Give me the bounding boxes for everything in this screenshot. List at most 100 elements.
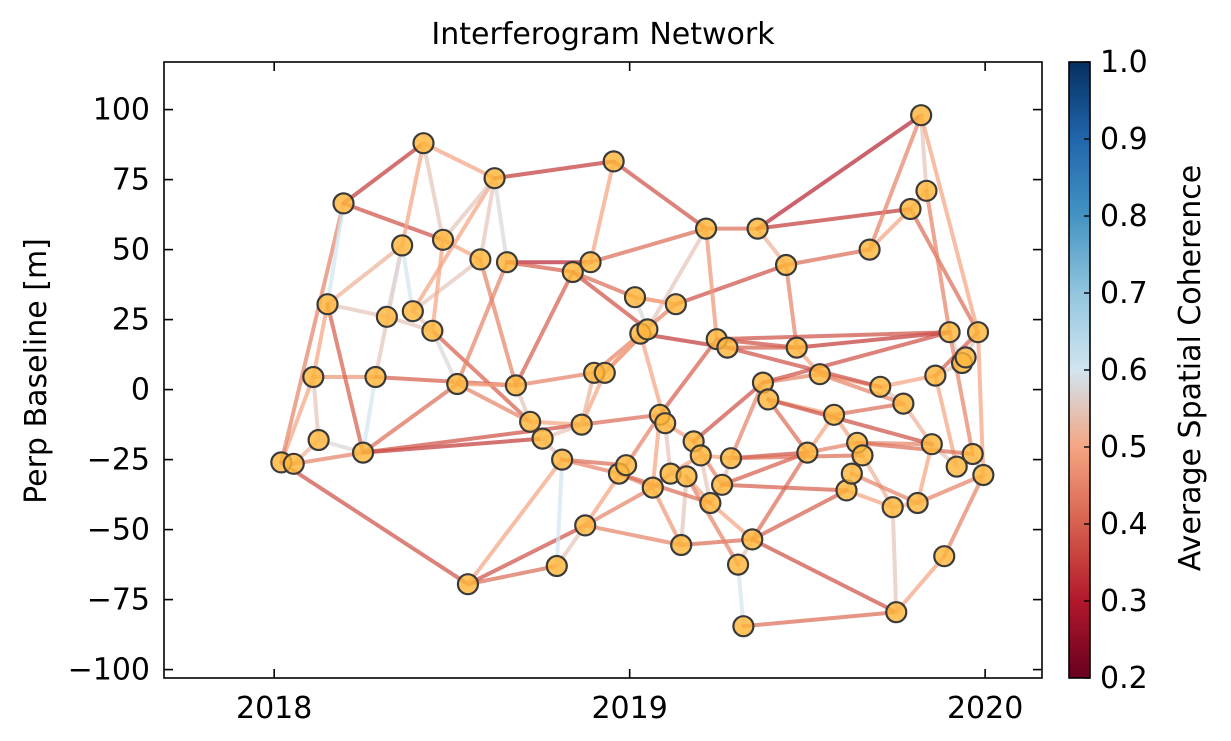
- interferogram-pair: [455, 260, 510, 386]
- interferogram-pair: [728, 453, 865, 461]
- interferogram-pair: [410, 257, 483, 314]
- interferogram-pair: [867, 113, 924, 252]
- colorbar-tick-label: 0.2: [1100, 661, 1148, 696]
- y-tick-label: −50: [87, 513, 150, 548]
- interferogram-pair: [704, 226, 719, 342]
- acquisition-point: [699, 491, 722, 515]
- acquisition-point: [302, 365, 325, 389]
- acquisition-point: [641, 476, 664, 499]
- acquisition-point: [915, 179, 938, 202]
- network-edges: [279, 113, 986, 629]
- interferogram-pair: [908, 207, 981, 335]
- acquisition-point: [412, 132, 435, 155]
- interferogram-pair: [894, 554, 947, 615]
- y-tick-label: 25: [112, 303, 150, 338]
- acquisition-point: [858, 238, 881, 261]
- acquisition-point: [774, 253, 798, 277]
- acquisition-point: [822, 403, 846, 426]
- acquisition-point: [732, 615, 755, 638]
- acquisition-point: [906, 491, 929, 515]
- interferogram-pair: [616, 471, 713, 505]
- acquisition-point: [924, 364, 947, 387]
- acquisition-point: [840, 462, 863, 485]
- acquisition-point: [710, 473, 734, 496]
- interferogram-pair: [924, 188, 952, 335]
- acquisition-point: [689, 444, 712, 467]
- colorbar-axis: 1.0 0.9 0.8 0.7 0.6 0.5 0.4 0.3 0.2: [1084, 45, 1148, 696]
- x-tick-label: 2020: [947, 691, 1023, 726]
- interferogram-pair: [919, 113, 981, 335]
- interferogram-pair: [817, 372, 906, 406]
- acquisition-point: [910, 104, 933, 127]
- interferogram-pair: [279, 201, 346, 465]
- acquisition-point: [869, 375, 892, 398]
- acquisition-point: [885, 601, 908, 624]
- acquisition-point: [933, 545, 956, 568]
- colorbar-label: Average Spatial Coherence: [1173, 165, 1208, 571]
- interferogram-pair: [421, 141, 497, 181]
- interferogram-pair: [657, 337, 719, 417]
- interferogram-pair: [465, 457, 565, 587]
- interferogram-pair: [588, 226, 709, 265]
- y-tick-label: −25: [87, 443, 150, 478]
- interferogram-pair: [570, 270, 650, 332]
- x-tick-label: 2018: [236, 691, 312, 726]
- interferogram-pair: [741, 610, 899, 629]
- acquisition-point: [694, 217, 718, 240]
- acquisition-point: [664, 293, 687, 316]
- acquisition-point: [351, 441, 375, 464]
- interferogram-pair: [673, 263, 789, 307]
- acquisition-point: [504, 374, 528, 397]
- y-tick-label: −100: [68, 653, 150, 688]
- acquisition-point: [746, 217, 769, 240]
- acquisition-point: [899, 197, 922, 221]
- interferogram-pair: [291, 450, 366, 466]
- acquisition-point: [719, 447, 743, 470]
- interferogram-pair: [611, 159, 709, 231]
- interferogram-pair: [361, 382, 460, 455]
- interferogram-pair: [492, 176, 510, 265]
- interferogram-pair: [766, 397, 934, 447]
- interferogram-pair: [279, 460, 470, 587]
- interferogram-pair: [784, 247, 872, 267]
- y-axis-label: Perp Baseline [m]: [19, 238, 54, 504]
- interferogram-pair: [750, 537, 899, 615]
- acquisition-point: [531, 427, 554, 450]
- interferogram-pair: [421, 141, 446, 242]
- y-tick-label: 75: [112, 163, 150, 198]
- acquisition-point: [726, 553, 750, 576]
- interferogram-pair: [728, 380, 765, 461]
- acquisition-point: [456, 573, 480, 596]
- interferogram-pair: [720, 482, 849, 493]
- interferogram-pair: [760, 330, 952, 385]
- interferogram-pair: [919, 113, 929, 193]
- interferogram-pair: [849, 471, 920, 505]
- interferogram-pair: [361, 375, 378, 455]
- interferogram-pair: [583, 485, 655, 528]
- interferogram-pair: [400, 141, 426, 248]
- acquisition-point: [495, 251, 519, 274]
- interferogram-pair: [478, 257, 518, 388]
- interferogram-pair: [684, 474, 741, 567]
- colorbar-tick-label: 0.3: [1100, 584, 1148, 619]
- interferogram-pair: [645, 226, 709, 332]
- y-axis: 100 75 50 25 0 −25 −50 −75 −100: [68, 93, 1042, 688]
- interferogram-pair: [400, 243, 415, 314]
- interferogram-pair: [855, 440, 975, 456]
- interferogram-pair: [755, 113, 924, 231]
- acquisition-point: [741, 528, 764, 551]
- interferogram-pair: [513, 370, 597, 388]
- interferogram-pair: [513, 270, 575, 388]
- acquisition-point: [519, 410, 542, 433]
- acquisition-point: [364, 365, 387, 389]
- acquisition-point: [483, 167, 506, 190]
- acquisition-point: [892, 392, 915, 415]
- interferogram-pair: [579, 412, 662, 427]
- acquisition-point: [881, 496, 904, 519]
- acquisition-point: [716, 336, 739, 359]
- acquisition-point: [421, 319, 444, 342]
- acquisition-point: [920, 433, 943, 456]
- y-tick-label: 50: [112, 233, 150, 268]
- x-axis: 2018 2019 2020: [236, 62, 1023, 726]
- acquisition-point: [670, 533, 693, 557]
